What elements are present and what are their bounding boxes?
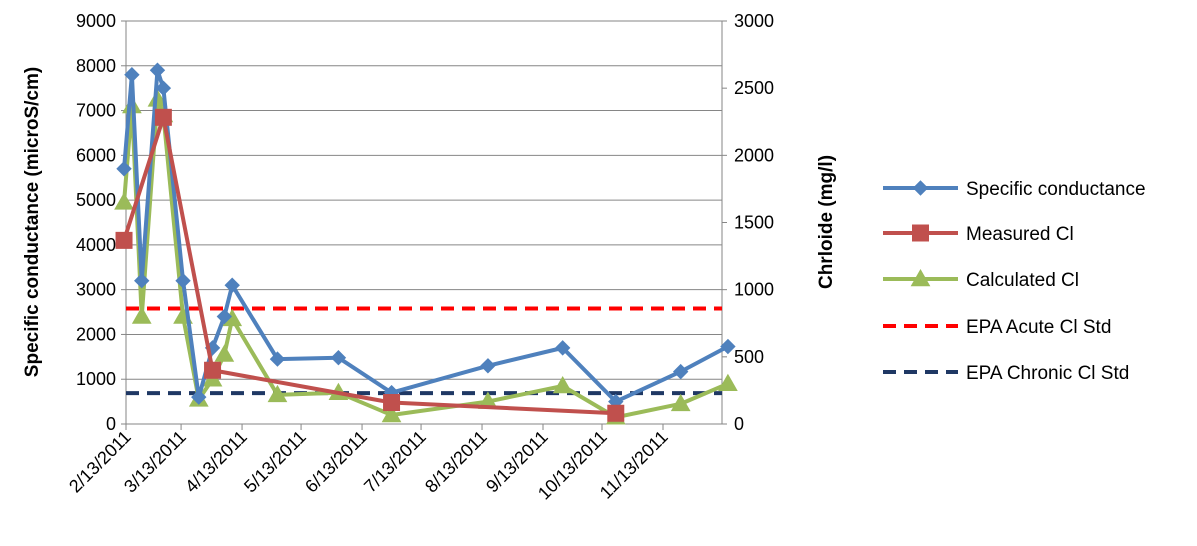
series-2-point	[214, 344, 235, 362]
legend-marker	[912, 180, 929, 196]
y-right-tick-label: 0	[734, 414, 744, 434]
y-left-tick-label: 1000	[76, 369, 116, 389]
series-1-point	[115, 231, 133, 249]
series-0-line	[122, 68, 729, 404]
series-2-line	[122, 97, 729, 420]
series-0-point	[155, 80, 172, 96]
legend-label: Specific conductance	[966, 179, 1146, 200]
series-1-point	[383, 394, 401, 412]
y-right-tick-label: 1000	[734, 280, 774, 300]
series-2-point	[381, 404, 402, 423]
series-2-point	[552, 375, 573, 394]
series-0-point	[672, 363, 689, 380]
y-right-tick-label: 3000	[734, 11, 774, 31]
series-1-point	[607, 404, 625, 422]
series-0-point	[116, 161, 132, 177]
series-layer	[114, 62, 738, 425]
legend: Specific conductance Measured Cl Calculate…	[883, 179, 1146, 384]
legend-marker	[910, 268, 931, 287]
series-2-point	[147, 89, 168, 107]
y-right-tick-label: 500	[734, 347, 764, 367]
series-2-point	[114, 192, 134, 210]
y-left-tick-label: 7000	[76, 101, 116, 121]
series-2-point	[267, 384, 288, 403]
series-0-point	[216, 308, 233, 325]
series-0-point	[224, 277, 240, 293]
x-tick-label: 4/13/2011	[181, 427, 251, 497]
x-tick-label: 6/13/2011	[301, 427, 371, 497]
legend-label: EPA Acute Cl Std	[966, 317, 1111, 338]
x-tick-label: 8/13/2011	[421, 427, 491, 497]
y-left-tick-label: 4000	[76, 235, 116, 255]
series-0-point	[269, 351, 286, 367]
x-tick-label: 5/13/2011	[240, 427, 310, 497]
series-2-point	[718, 373, 738, 391]
y-left-tick-label: 8000	[76, 56, 116, 76]
series-0-point	[175, 273, 191, 289]
legend-label: EPA Chronic Cl Std	[966, 363, 1129, 384]
series-2-point	[670, 393, 691, 412]
legend-marker	[912, 224, 929, 242]
legend-label: Calculated Cl	[966, 270, 1079, 291]
series-1-line	[122, 115, 616, 416]
series-0-point	[191, 389, 207, 405]
series-0-point	[149, 62, 166, 78]
grid-lines	[126, 20, 722, 380]
y-left-tick-label: 6000	[76, 145, 116, 165]
series-0-point	[480, 358, 496, 374]
series-1-point	[154, 108, 172, 126]
y-left-tick-label: 5000	[76, 190, 116, 210]
y-left-tick-label: 9000	[76, 11, 116, 31]
y-axis-left-title: Specific conductance (microS/cm)	[22, 67, 43, 377]
y-left-tick-label: 2000	[76, 324, 116, 344]
y-right-tick-label: 2000	[734, 145, 774, 165]
series-0-point	[720, 338, 736, 355]
series-2-point	[131, 306, 152, 324]
y-axis-right-title: Chrloide (mg/l)	[816, 155, 837, 289]
legend-label: Measured Cl	[966, 224, 1074, 245]
series-0-point	[554, 340, 571, 356]
x-tick-label: 7/13/2011	[360, 427, 430, 497]
series-0-point	[124, 67, 140, 83]
y-left-tick-label: 0	[106, 414, 116, 434]
y-right-tick-label: 1500	[734, 213, 774, 233]
y-left-tick-label: 3000	[76, 280, 116, 300]
y-right-tick-label: 2500	[734, 78, 774, 98]
series-0-point	[134, 273, 150, 289]
series-1-point	[204, 361, 222, 379]
tick-labels: 0 1000 2000 3000 4000 5000 6000 7000 8000 9000 0 50…	[65, 11, 774, 504]
series-0-point	[330, 350, 347, 366]
